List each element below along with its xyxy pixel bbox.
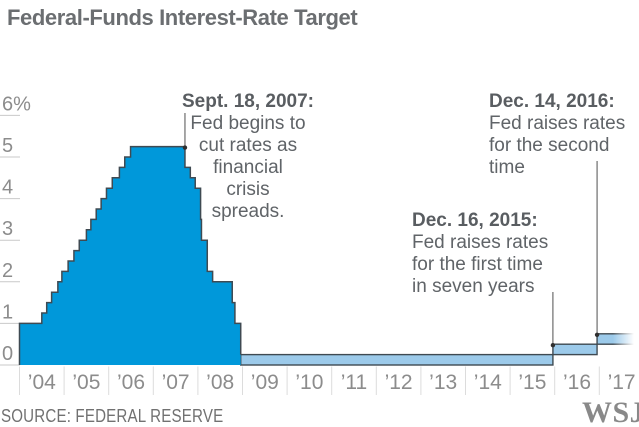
annotation-dec-2015-date: Dec. 16, 2015: [412, 210, 538, 231]
target-range-band [596, 333, 639, 345]
source-credit: SOURCE: FEDERAL RESERVE [1, 406, 224, 426]
y-tick-label: 5 [2, 135, 13, 157]
y-tick-label: 0 [2, 343, 13, 365]
annotation-dec-2016-date: Dec. 14, 2016: [489, 91, 615, 112]
y-tick-label: 2 [2, 260, 13, 282]
annotation-pointer-dot [182, 145, 188, 150]
x-year-label: ’15 [518, 371, 546, 394]
x-year-label: ’06 [117, 371, 145, 394]
annotation-pointer-dot [550, 343, 556, 348]
x-year-label: ’04 [28, 371, 56, 394]
annotation-dec-2015: Dec. 16, 2015: Fed raises rates for the … [412, 210, 592, 298]
y-tick-label: 1 [2, 301, 13, 323]
x-year-label: ’17 [608, 371, 636, 394]
x-year-label: ’09 [251, 371, 279, 394]
annotation-dec-2016: Dec. 14, 2016: Fed raises rates for the … [489, 91, 639, 179]
x-year-label: ’11 [341, 371, 367, 394]
y-tick-label: 3 [2, 218, 13, 240]
x-year-label: ’08 [206, 371, 234, 394]
x-year-label: ’13 [429, 371, 457, 394]
annotation-sept-2007: Sept. 18, 2007: Fed begins to cut rates … [152, 91, 344, 223]
wsj-logo: WSJ [582, 396, 639, 427]
annotation-dec-2016-text: Fed raises rates for the second time [489, 113, 626, 178]
rate-area [19, 146, 241, 365]
annotation-sept-2007-text: Fed begins to cut rates as financial cri… [190, 113, 306, 222]
annotation-sept-2007-date: Sept. 18, 2007: [181, 91, 315, 112]
x-year-label: ’05 [72, 371, 100, 394]
x-year-label: ’12 [385, 371, 413, 394]
annotation-dec-2015-text: Fed raises rates for the first time in s… [412, 232, 549, 297]
x-year-label: ’14 [474, 371, 502, 394]
x-year-label: ’16 [563, 371, 591, 394]
y-tick-label: 4 [2, 177, 13, 199]
annotation-pointer-dot [594, 332, 600, 337]
rate-area-outline [18, 145, 242, 365]
target-range-band [552, 343, 598, 356]
x-year-label: ’10 [295, 371, 323, 394]
y-tick-label: 6% [2, 93, 31, 115]
chart-title: Federal-Funds Interest-Rate Target [7, 5, 358, 30]
x-year-label: ’07 [162, 371, 190, 394]
target-range-band [240, 353, 554, 366]
